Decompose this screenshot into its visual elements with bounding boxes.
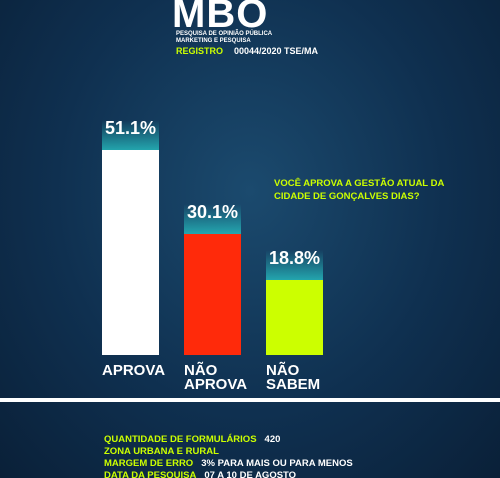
footer-row: ZONA URBANA E RURAL — [104, 446, 219, 458]
footer-value: 420 — [264, 434, 281, 445]
category-label: APROVA — [102, 362, 166, 379]
value-label: 30.1% — [186, 202, 239, 223]
registro: 00044/2020 TSE/MA — [234, 46, 319, 56]
category-label: NÃO SABEM — [266, 362, 321, 393]
footer-label: QUANTIDADE DE FORMULÁRIOS — [104, 434, 257, 445]
footer-value: 3% PARA MAIS OU PARA MENOS — [201, 458, 353, 469]
subtitle: PESQUISA DE OPINIÃO PÚBLICA — [176, 31, 273, 37]
value-glow — [266, 249, 323, 280]
logo: MBO — [172, 0, 269, 36]
value-glow — [102, 120, 159, 151]
value-label: 51.1% — [104, 118, 157, 139]
footer-row: MARGEM DE ERRO 3% PARA MAIS OU PARA MENOS — [104, 458, 353, 470]
footer-row: DATA DA PESQUISA 07 A 10 DE AGOSTO — [104, 470, 296, 478]
bar — [184, 234, 241, 355]
registro-label: REGISTRO — [176, 46, 224, 56]
footer-label: DATA DA PESQUISA — [104, 470, 197, 478]
footer-label: MARGEM DE ERRO — [104, 458, 194, 469]
value-glow — [184, 204, 241, 235]
footer-label: ZONA URBANA E RURAL — [104, 446, 219, 457]
subtitle: MARKETING E PESQUISA — [176, 38, 251, 44]
bar — [102, 150, 159, 355]
divider — [0, 398, 500, 402]
bar — [266, 279, 323, 355]
question: VOCÊ APROVA A GESTÃO ATUAL DA CIDADE DE … — [274, 178, 444, 202]
footer-row: QUANTIDADE DE FORMULÁRIOS 420 — [104, 434, 280, 446]
category-label: NÃO APROVA — [184, 362, 248, 393]
value-label: 18.8% — [268, 247, 321, 268]
footer-value: 07 A 10 DE AGOSTO — [204, 470, 297, 478]
